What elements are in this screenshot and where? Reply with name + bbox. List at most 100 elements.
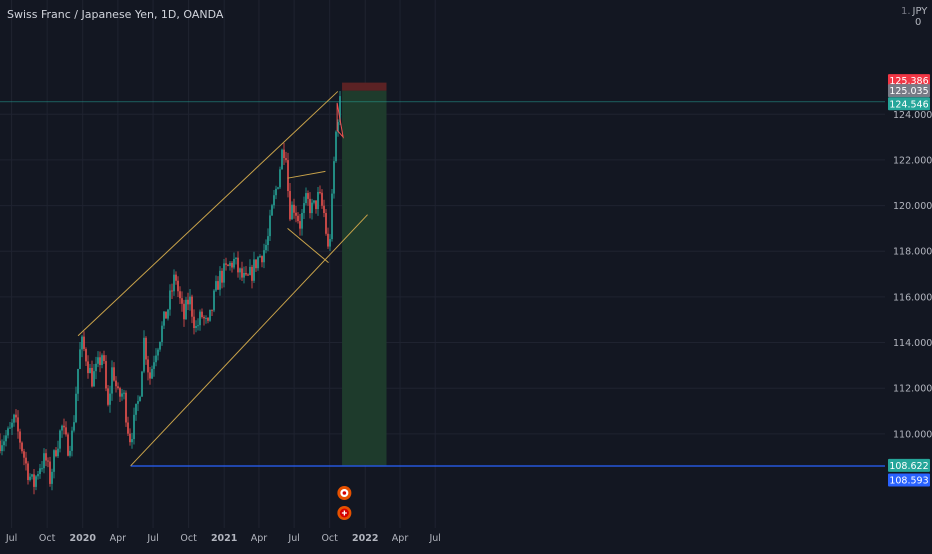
candle-body — [237, 257, 239, 273]
candle-body — [271, 205, 273, 216]
currency-badge[interactable]: 1. JPY 0 — [901, 6, 928, 28]
candle-body — [27, 463, 29, 480]
candle-body — [115, 380, 117, 387]
candle-body — [87, 361, 89, 374]
x-axis-tick-label: Jul — [428, 533, 440, 544]
candle-body — [71, 430, 73, 451]
candle-body — [273, 195, 275, 206]
candle-body — [215, 281, 217, 291]
candle-body — [69, 450, 71, 456]
candle-body — [249, 266, 251, 275]
candle-body — [219, 270, 221, 290]
price-label-background — [888, 473, 930, 487]
x-axis-tick-label: Oct — [180, 533, 197, 544]
candle-body — [153, 362, 155, 369]
candle-body — [275, 188, 277, 196]
y-axis-tick-label: 120.000 — [893, 201, 932, 212]
price-label-background — [888, 458, 930, 472]
candle-body — [261, 256, 263, 263]
axis-top-tick: 1. — [901, 6, 911, 17]
candle-body — [229, 262, 231, 266]
x-axis-tick-label: Apr — [392, 533, 409, 544]
candle-body — [319, 191, 321, 193]
candle-body — [175, 274, 177, 281]
candle-body — [299, 221, 301, 229]
candle-body — [51, 471, 53, 484]
candle-body — [243, 272, 245, 278]
candle-body — [295, 212, 297, 216]
y-axis-tick-label: 122.000 — [893, 155, 932, 166]
candle-body — [59, 430, 61, 449]
candle-body — [105, 361, 107, 389]
candle-body — [15, 414, 17, 418]
candle-body — [283, 149, 285, 159]
price-label: 124.546 — [888, 97, 930, 111]
candle-body — [163, 311, 165, 326]
stop-zone — [342, 82, 387, 91]
candle-body — [247, 274, 249, 276]
candle-body — [307, 193, 309, 199]
candle-body — [129, 433, 131, 443]
candle-body — [111, 367, 113, 394]
candle-body — [269, 215, 271, 237]
candle-body — [263, 250, 265, 263]
candle-body — [95, 363, 97, 372]
x-axis-tick-label: Jul — [146, 533, 158, 544]
candle-body — [79, 349, 81, 369]
y-axis-tick-label: 118.000 — [893, 247, 932, 258]
candle-body — [107, 388, 109, 405]
candle-body — [191, 296, 193, 317]
price-label: 125.035 — [888, 84, 930, 98]
candle-body — [183, 303, 185, 320]
candle-body — [317, 191, 319, 210]
currency-code: JPY — [912, 6, 928, 17]
candle-body — [35, 476, 37, 487]
chart-title: Swiss Franc / Japanese Yen, 1D, OANDA — [7, 8, 224, 21]
candle-body — [259, 256, 261, 258]
candle-body — [227, 264, 229, 266]
candle-body — [61, 425, 63, 431]
candle-body — [205, 317, 207, 319]
candle-body — [45, 453, 47, 461]
currency-code-suffix: 0 — [915, 17, 922, 28]
candle-body — [123, 392, 125, 394]
candle-body — [3, 441, 5, 446]
candle-body — [143, 337, 145, 372]
candle-body — [47, 460, 49, 462]
candle-body — [141, 371, 143, 397]
candle-body — [1, 445, 3, 452]
candle-body — [65, 427, 67, 435]
candle-body — [9, 427, 11, 429]
x-axis-tick-label: Jul — [287, 533, 299, 544]
candle-body — [97, 357, 99, 364]
candle-body — [193, 316, 195, 329]
candle-body — [33, 474, 35, 487]
candle-body — [23, 451, 25, 458]
y-axis-tick-label: 124.000 — [893, 110, 932, 121]
candle-body — [291, 204, 293, 220]
candle-body — [331, 193, 333, 240]
candle-body — [195, 325, 197, 329]
candle-body — [81, 336, 83, 350]
candle-body — [221, 270, 223, 283]
candle-body — [137, 401, 139, 404]
price-label-background — [888, 97, 930, 111]
x-axis-tick-label: 2022 — [352, 533, 378, 544]
candle-body — [255, 259, 257, 269]
price-label-text: 125.035 — [889, 86, 928, 97]
y-axis-tick-label: 110.000 — [893, 429, 932, 440]
candle-body — [311, 202, 313, 214]
candle-body — [217, 281, 219, 290]
candle-body — [19, 431, 21, 443]
candle-body — [117, 386, 119, 389]
candle-body — [315, 200, 317, 210]
candle-body — [39, 468, 41, 474]
candle-body — [187, 299, 189, 305]
candle-body — [63, 425, 65, 428]
x-axis-tick-label: 2021 — [211, 533, 237, 544]
x-axis-tick-label: Jul — [5, 533, 17, 544]
candle-body — [313, 200, 315, 203]
candle-body — [131, 439, 133, 443]
